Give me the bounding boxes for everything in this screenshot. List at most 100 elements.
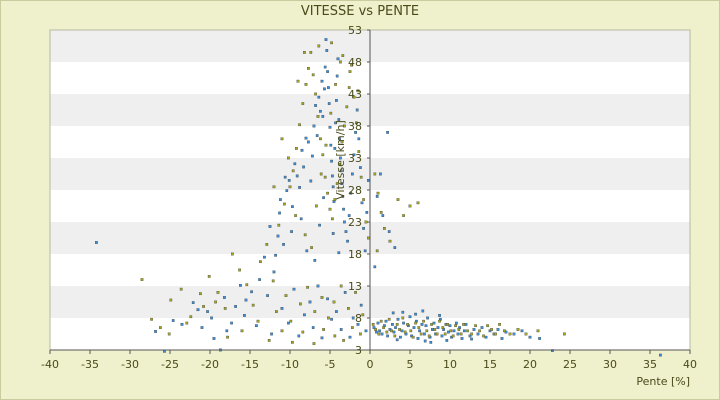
data-point-series-1 <box>287 179 291 182</box>
data-point-series-2 <box>314 92 317 96</box>
data-point-series-1 <box>380 332 384 336</box>
data-point-series-1 <box>538 337 541 340</box>
data-point-series-1 <box>421 309 425 313</box>
data-point-series-1 <box>341 195 345 198</box>
data-point-series-2 <box>303 233 307 237</box>
data-point-series-2 <box>238 268 241 272</box>
data-point-series-1 <box>376 321 380 325</box>
data-point-series-1 <box>331 232 335 235</box>
data-point-series-1 <box>356 323 360 326</box>
data-point-series-2 <box>310 246 313 249</box>
data-point-series-2 <box>494 332 497 336</box>
y-tick-label: 48 <box>348 56 362 69</box>
data-point-series-1 <box>387 230 391 233</box>
data-point-series-2 <box>214 300 217 304</box>
x-tick-label: -35 <box>81 358 99 371</box>
data-point-series-2 <box>478 329 481 333</box>
data-point-series-1 <box>476 332 480 336</box>
data-point-series-1 <box>285 189 289 192</box>
data-point-series-1 <box>338 137 341 141</box>
data-point-series-2 <box>267 339 271 342</box>
data-point-series-1 <box>484 335 488 339</box>
data-point-series-1 <box>321 115 325 118</box>
y-axis-title: Vitesse [km/h] <box>334 120 347 200</box>
data-point-series-2 <box>330 41 333 45</box>
data-point-series-1 <box>386 131 389 134</box>
data-point-series-2 <box>354 291 357 294</box>
data-point-series-2 <box>294 214 297 217</box>
data-point-series-1 <box>365 211 369 214</box>
data-point-series-1 <box>359 303 363 307</box>
data-point-series-2 <box>231 252 234 256</box>
data-point-series-1 <box>424 324 428 328</box>
data-point-series-1 <box>200 326 204 329</box>
data-point-series-2 <box>459 332 463 336</box>
data-point-series-1 <box>393 246 397 249</box>
data-point-series-2 <box>343 124 346 128</box>
data-point-series-2 <box>347 86 351 89</box>
data-point-series-1 <box>455 321 458 325</box>
data-point-series-2 <box>283 202 286 206</box>
data-point-series-2 <box>482 334 485 338</box>
data-point-series-2 <box>315 204 318 208</box>
data-point-series-1 <box>317 95 321 99</box>
data-point-series-1 <box>402 321 405 325</box>
data-point-series-2 <box>301 102 305 105</box>
data-point-series-1 <box>309 179 313 183</box>
data-point-series-2 <box>316 115 320 118</box>
data-point-series-2 <box>387 317 391 321</box>
data-point-series-2 <box>427 334 431 338</box>
data-point-series-1 <box>171 319 175 322</box>
data-point-series-1 <box>307 140 310 144</box>
data-point-series-1 <box>244 298 248 302</box>
data-point-series-2 <box>508 332 512 336</box>
data-point-series-1 <box>423 339 427 343</box>
data-point-series-1 <box>324 38 328 41</box>
data-point-series-1 <box>180 323 184 326</box>
data-point-series-2 <box>287 156 290 160</box>
data-point-series-1 <box>438 314 441 317</box>
data-point-series-2 <box>335 182 339 185</box>
data-point-series-2 <box>371 323 375 326</box>
data-point-series-2 <box>298 123 301 127</box>
data-point-series-1 <box>399 335 402 339</box>
data-point-series-1 <box>272 270 276 274</box>
data-point-series-2 <box>167 332 171 336</box>
data-point-series-2 <box>347 307 350 310</box>
data-point-series-1 <box>320 336 324 340</box>
data-point-series-2 <box>291 340 294 344</box>
data-point-series-2 <box>422 319 425 323</box>
data-point-series-2 <box>159 326 162 329</box>
data-point-series-2 <box>417 326 421 329</box>
data-point-series-1 <box>375 330 378 334</box>
data-point-series-2 <box>324 143 328 147</box>
data-point-series-1 <box>290 230 293 233</box>
data-point-series-1 <box>278 211 281 215</box>
x-axis-title: Pente [%] <box>636 375 690 388</box>
data-point-series-2 <box>185 321 189 325</box>
data-point-series-2 <box>265 243 269 246</box>
data-point-series-1 <box>327 86 330 89</box>
data-point-series-2 <box>449 329 453 333</box>
data-point-series-1 <box>293 162 297 166</box>
data-point-series-2 <box>312 342 316 345</box>
data-point-series-1 <box>283 175 287 179</box>
data-point-series-1 <box>223 296 226 299</box>
y-tick-label: 53 <box>348 24 362 37</box>
data-point-series-1 <box>352 153 356 157</box>
data-point-series-2 <box>382 326 385 329</box>
data-point-series-2 <box>379 319 383 323</box>
data-point-series-2 <box>317 44 321 48</box>
data-point-series-1 <box>330 317 333 321</box>
data-point-series-2 <box>362 198 365 201</box>
data-point-series-1 <box>401 310 405 314</box>
data-point-series-1 <box>500 337 504 340</box>
data-point-series-1 <box>528 335 532 339</box>
x-tick-label: 20 <box>523 358 537 371</box>
data-point-series-1 <box>325 49 329 52</box>
data-point-series-2 <box>280 137 284 141</box>
data-point-series-2 <box>338 163 341 166</box>
data-point-series-1 <box>304 136 308 140</box>
data-point-series-1 <box>423 332 426 336</box>
